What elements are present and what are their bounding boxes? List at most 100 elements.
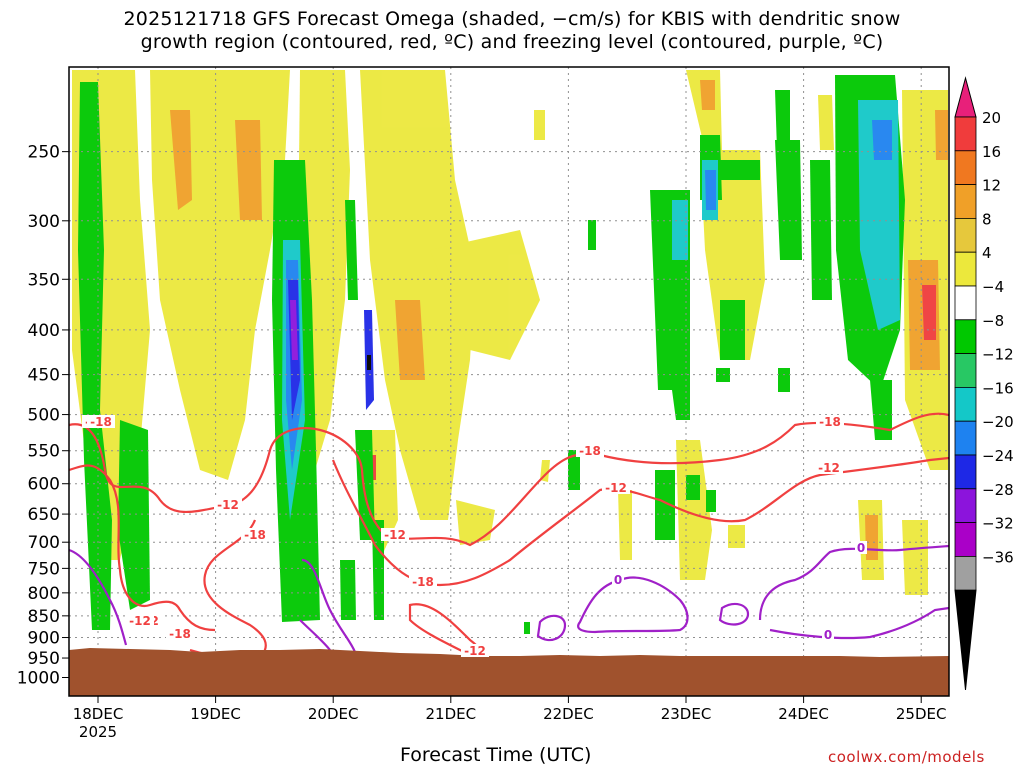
omega-region-positive-strong — [865, 515, 878, 560]
omega-region-negative — [700, 135, 722, 200]
colorbar-swatch — [954, 522, 977, 557]
colorbar-swatch — [954, 488, 977, 523]
omega-region-positive — [618, 490, 632, 560]
colorbar-label: −24 — [982, 447, 1014, 465]
grid-lines — [69, 67, 949, 696]
omega-region-negative-strong — [367, 355, 371, 370]
colorbar-swatch — [954, 116, 977, 152]
omega-region-positive — [360, 70, 475, 520]
colorbar-label: 8 — [982, 210, 992, 228]
dgz-contour-label: -18 — [579, 444, 601, 458]
colorbar-swatch — [954, 556, 977, 591]
omega-region-positive — [540, 460, 550, 482]
dgz-contour-label: -12 — [464, 644, 486, 658]
omega-region-negative — [870, 380, 892, 440]
dgz-contour-label: -12 — [818, 461, 840, 475]
freezing-contour-label: 0 — [824, 628, 832, 642]
omega-region-positive — [700, 150, 765, 360]
dgz-contour-label: -18 — [412, 575, 434, 589]
colorbar-swatch — [954, 386, 977, 422]
y-tick-label: 700 — [28, 533, 60, 553]
x-axis: 18DEC 19DEC 20DEC 21DEC 22DEC 23DEC 24DEC 25DEC… — [73, 696, 947, 741]
y-tick-label: 750 — [28, 559, 60, 579]
x-tick-label: 21DEC — [426, 705, 477, 723]
dgz-contour-label: -18 — [244, 528, 266, 542]
contour-label-bg — [214, 498, 242, 511]
omega-region-positive-strong — [235, 120, 262, 220]
omega-region-negative — [686, 475, 700, 500]
contour-label-bg — [612, 573, 624, 586]
omega-region-negative — [524, 622, 530, 634]
freezing-contour — [718, 602, 750, 626]
colorbar: 20 16 12 8 4 −4 −8 −12 −16 −20 −24 −28 −32 −36 — [954, 76, 1014, 691]
dgz-contour-lower — [189, 519, 267, 659]
omega-region-negative — [340, 560, 356, 620]
credit-link[interactable]: coolwx.com/models — [828, 748, 985, 766]
contour-label-bg — [816, 415, 844, 428]
omega-region-negative-strong — [702, 160, 718, 220]
x-tick-year: 2025 — [79, 723, 117, 741]
dgz-contours — [69, 412, 949, 659]
terrain — [69, 648, 949, 696]
y-tick-label: 900 — [28, 629, 60, 649]
freezing-contour — [758, 544, 949, 621]
freezing-contour-label: 0 — [614, 573, 622, 587]
colorbar-label: 16 — [982, 143, 1001, 161]
y-tick-label: 550 — [28, 442, 60, 462]
y-tick-label: 400 — [28, 321, 60, 341]
y-tick-label: 600 — [28, 475, 60, 495]
contour-label-bg — [409, 575, 437, 588]
omega-region-positive — [534, 110, 545, 140]
omega-region-positive-strong — [395, 300, 425, 380]
colorbar-label: 4 — [982, 244, 992, 262]
x-tick-label: 19DEC — [190, 705, 241, 723]
omega-region-positive — [72, 70, 150, 560]
colorbar-label: −16 — [982, 379, 1014, 397]
freezing-contour — [577, 576, 689, 634]
omega-region-negative — [355, 430, 375, 540]
contour-labels: -18-12-18-12-18-12-18-12-18-12-18-12-18-… — [82, 415, 867, 658]
omega-region-positive — [858, 500, 884, 580]
x-tick-label: 25DEC — [896, 705, 947, 723]
colorbar-label: −4 — [982, 278, 1004, 296]
omega-region-negative-strong — [288, 280, 300, 420]
omega-region-negative — [775, 90, 790, 180]
omega-region-negative — [718, 160, 760, 180]
colorbar-arrow-bottom — [954, 589, 977, 691]
omega-region-positive — [430, 230, 540, 360]
y-tick-label: 1000 — [17, 668, 60, 688]
colorbar-label: −12 — [982, 346, 1014, 364]
omega-region-negative — [345, 200, 358, 300]
contour-label-bg — [815, 461, 843, 474]
colorbar-swatch — [954, 420, 977, 456]
x-axis-title: Forecast Time (UTC) — [400, 744, 592, 766]
omega-region-negative — [835, 75, 905, 390]
contour-label-bg — [166, 627, 194, 640]
omega-region-negative — [720, 300, 745, 360]
colorbar-swatch — [954, 251, 977, 287]
colorbar-label: 20 — [982, 109, 1001, 127]
freezing-contour — [301, 558, 357, 653]
dgz-contour-lower — [69, 464, 216, 632]
colorbar-label: −36 — [982, 548, 1014, 566]
omega-region-negative — [778, 368, 790, 392]
omega-region-positive-strong — [908, 260, 940, 370]
y-tick-label: 950 — [28, 649, 60, 669]
chart-title-line2: growth region (contoured, red, ºC) and f… — [140, 31, 884, 53]
omega-region-negative — [706, 490, 716, 512]
omega-region-negative — [650, 190, 690, 420]
colorbar-swatch — [954, 353, 977, 388]
freezing-contour — [299, 619, 331, 651]
colorbar-arrow-top — [954, 76, 977, 118]
dgz-contour-label: -12 — [137, 614, 159, 628]
x-tick-label: 22DEC — [543, 705, 594, 723]
omega-region-negative — [655, 470, 675, 540]
colorbar-label: −32 — [982, 515, 1014, 533]
omega-region-positive — [456, 500, 495, 545]
colorbar-swatch — [954, 150, 977, 186]
dgz-contour-label: -12 — [217, 498, 239, 512]
omega-region-negative-strong — [290, 300, 298, 360]
y-tick-label: 850 — [28, 607, 60, 627]
dgz-contour-label: -18 — [169, 627, 191, 641]
x-tick-label: 20DEC — [308, 705, 359, 723]
